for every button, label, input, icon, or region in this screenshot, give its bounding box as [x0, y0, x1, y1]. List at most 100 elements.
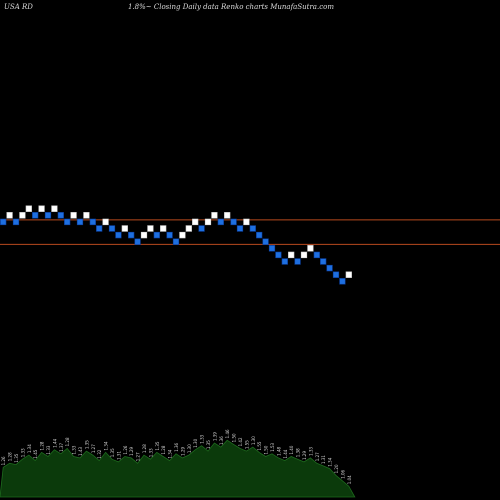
- up-brick-39: [243, 218, 250, 226]
- volume-label-14: 1.35: [84, 440, 89, 449]
- volume-label-36: 1.46: [225, 429, 230, 438]
- down-brick-53: [332, 271, 340, 278]
- down-brick-19: [115, 231, 122, 239]
- up-brick-23: [140, 231, 148, 239]
- volume-label-31: 1.30: [193, 438, 198, 447]
- down-brick-10: [57, 212, 64, 219]
- volume-label-17: 1.34: [104, 441, 109, 450]
- volume-label-37: 1.50: [232, 433, 237, 442]
- down-brick-47: [294, 258, 301, 265]
- up-brick-4: [19, 212, 26, 219]
- volume-label-3: 1.35: [14, 453, 19, 462]
- volume-label-50: 1.27: [315, 452, 320, 461]
- down-brick-22: [134, 238, 141, 245]
- volume-label-8: 1.33: [46, 445, 51, 454]
- down-brick-37: [230, 218, 237, 226]
- down-brick-8: [44, 212, 52, 219]
- volume-label-25: 1.35: [155, 441, 160, 450]
- volume-label-9: 1.44: [52, 438, 57, 447]
- volume-label-29: 1.29: [180, 446, 185, 455]
- volume-label-44: 1.48: [276, 446, 281, 455]
- down-brick-40: [249, 225, 256, 232]
- volume-label-13: 1.43: [78, 446, 83, 455]
- volume-label-27: 1.34: [168, 449, 173, 458]
- up-brick-30: [185, 225, 192, 232]
- up-brick-33: [204, 218, 212, 226]
- volume-label-15: 1.27: [91, 444, 96, 453]
- volume-label-49: 1.33: [308, 446, 313, 455]
- up-brick-24: [147, 225, 154, 232]
- up-brick-31: [192, 218, 199, 226]
- down-brick-16: [96, 225, 103, 232]
- volume-label-53: 1.20: [334, 464, 339, 473]
- up-brick-55: [345, 271, 352, 278]
- volume-label-4: 1.33: [20, 448, 25, 457]
- up-brick-34: [211, 212, 218, 219]
- volume-label-39: 1.55: [244, 440, 249, 449]
- up-brick-48: [300, 251, 308, 259]
- down-brick-54: [339, 278, 346, 285]
- volume-label-26: 1.28: [161, 445, 166, 454]
- down-brick-52: [326, 264, 333, 272]
- volume-label-52: 1.34: [328, 457, 333, 466]
- volume-label-24: 1.33: [148, 448, 153, 457]
- volume-label-54: 1.06: [340, 469, 345, 478]
- down-brick-28: [172, 238, 180, 245]
- volume-label-28: 1.36: [174, 442, 179, 451]
- down-brick-25: [153, 231, 160, 239]
- volume-label-16: 1.32: [97, 449, 102, 458]
- down-brick-51: [320, 258, 327, 265]
- up-brick-5: [25, 205, 32, 212]
- volume-label-40: 1.30: [251, 436, 256, 445]
- down-brick-15: [89, 218, 96, 226]
- volume-label-48: 1.29: [302, 451, 307, 460]
- volume-label-45: 1.44: [283, 449, 288, 458]
- up-brick-7: [38, 205, 45, 212]
- up-brick-36: [224, 212, 231, 219]
- up-brick-14: [83, 212, 90, 219]
- volume-label-51: 1.31: [321, 455, 326, 464]
- volume-label-42: 1.50: [264, 445, 269, 454]
- down-brick-27: [166, 231, 173, 239]
- volume-label-32: 1.33: [200, 434, 205, 443]
- volume-label-6: 1.45: [33, 449, 38, 458]
- volume-label-23: 1.28: [142, 444, 147, 453]
- volume-label-20: 1.26: [123, 445, 128, 454]
- volume-label-41: 1.55: [257, 441, 262, 450]
- down-brick-18: [108, 225, 116, 232]
- down-brick-41: [256, 231, 263, 239]
- volume-label-22: 1.27: [136, 452, 141, 461]
- down-brick-6: [32, 212, 39, 219]
- down-brick-32: [198, 225, 205, 232]
- down-brick-13: [76, 218, 84, 226]
- up-brick-46: [288, 251, 295, 259]
- volume-label-5: 1.34: [27, 444, 32, 453]
- down-brick-44: [275, 251, 282, 259]
- volume-label-35: 1.36: [219, 436, 224, 445]
- up-brick-17: [102, 218, 109, 226]
- up-brick-9: [51, 205, 58, 212]
- volume-label-30: 1.30: [187, 444, 192, 453]
- chart-title: 1.8%~ Closing Daily data Renko charts Mu…: [128, 3, 334, 11]
- down-brick-21: [128, 231, 135, 239]
- down-brick-42: [262, 238, 269, 245]
- volume-label-10: 1.37: [59, 442, 64, 451]
- down-brick-3: [12, 218, 20, 226]
- up-brick-12: [70, 212, 77, 219]
- down-brick-11: [64, 218, 71, 226]
- volume-label-18: 1.35: [110, 448, 115, 457]
- up-brick-2: [6, 212, 13, 219]
- volume-label-21: 1.29: [129, 446, 134, 455]
- volume-label-34: 1.39: [212, 432, 217, 441]
- ticker-label: USA RD: [4, 3, 33, 11]
- volume-label-38: 1.42: [238, 437, 243, 446]
- volume-label-19: 1.31: [116, 451, 121, 460]
- volume-label-2: 1.28: [8, 452, 13, 461]
- up-brick-26: [160, 225, 167, 232]
- down-brick-50: [313, 251, 320, 259]
- down-brick-1: [0, 218, 7, 226]
- up-brick-29: [179, 231, 186, 239]
- up-brick-49: [307, 245, 314, 252]
